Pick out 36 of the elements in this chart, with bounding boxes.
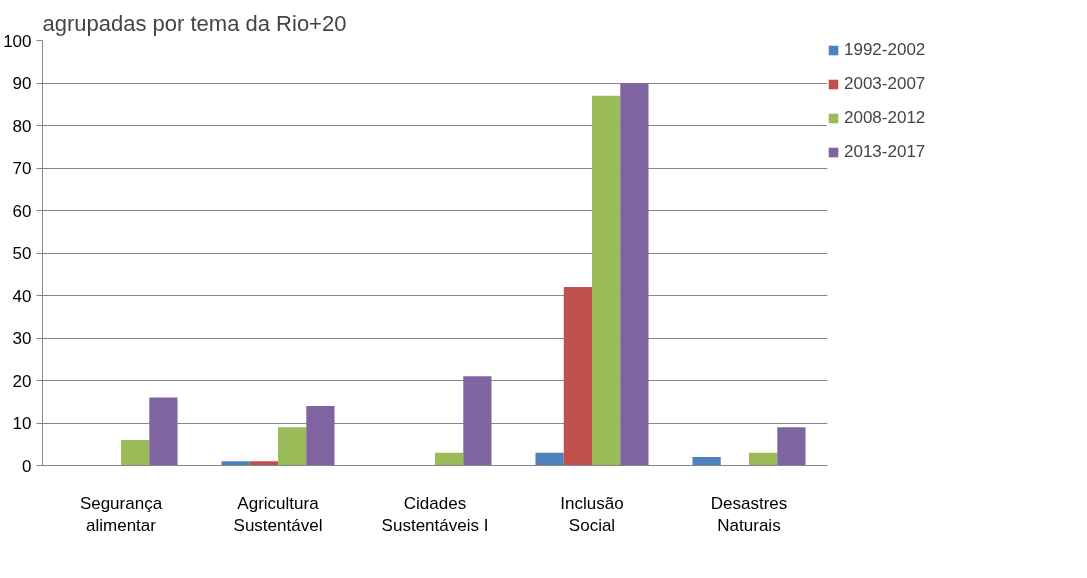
y-tick-label: 40 <box>12 286 32 306</box>
bar <box>249 461 278 466</box>
bar <box>620 83 649 466</box>
bar <box>535 452 564 466</box>
y-tick-label: 20 <box>12 371 32 391</box>
legend-label: 1992-2002 <box>844 40 926 60</box>
bar <box>563 287 592 466</box>
y-tick-label: 50 <box>12 244 32 263</box>
bar <box>278 427 307 466</box>
x-tick-label: Cidades Sustentáveis I <box>381 493 489 536</box>
bar <box>149 397 178 466</box>
chart-title: agrupadas por tema da Rio+20 <box>42 10 347 36</box>
bar <box>221 461 250 466</box>
y-tick-label: 70 <box>12 159 32 178</box>
x-tick-label: Segurança alimentar <box>79 493 163 536</box>
y-tick-label: 30 <box>12 329 32 348</box>
bar <box>749 452 778 466</box>
bar <box>463 376 492 466</box>
bar <box>306 406 335 466</box>
bar <box>777 427 806 466</box>
x-tick-label: Inclusão Social <box>560 493 624 536</box>
y-tick-label: 90 <box>12 74 32 93</box>
y-tick-label: 0 <box>22 456 32 476</box>
y-tick-label: 10 <box>12 414 32 433</box>
y-tick-label: 80 <box>12 116 32 136</box>
y-tick-label: 100 <box>3 31 32 51</box>
x-tick-label: Agricultura Sustentável <box>233 493 323 536</box>
legend-label: 2003-2007 <box>844 74 926 94</box>
bar <box>121 440 150 466</box>
legend-label: 2008-2012 <box>844 108 926 128</box>
x-tick-label: Desastres Naturais <box>710 493 788 536</box>
bar <box>692 457 721 466</box>
bar <box>592 95 621 466</box>
bar <box>435 452 464 466</box>
y-tick-label: 60 <box>12 201 32 221</box>
legend-label: 2013-2017 <box>844 142 926 162</box>
